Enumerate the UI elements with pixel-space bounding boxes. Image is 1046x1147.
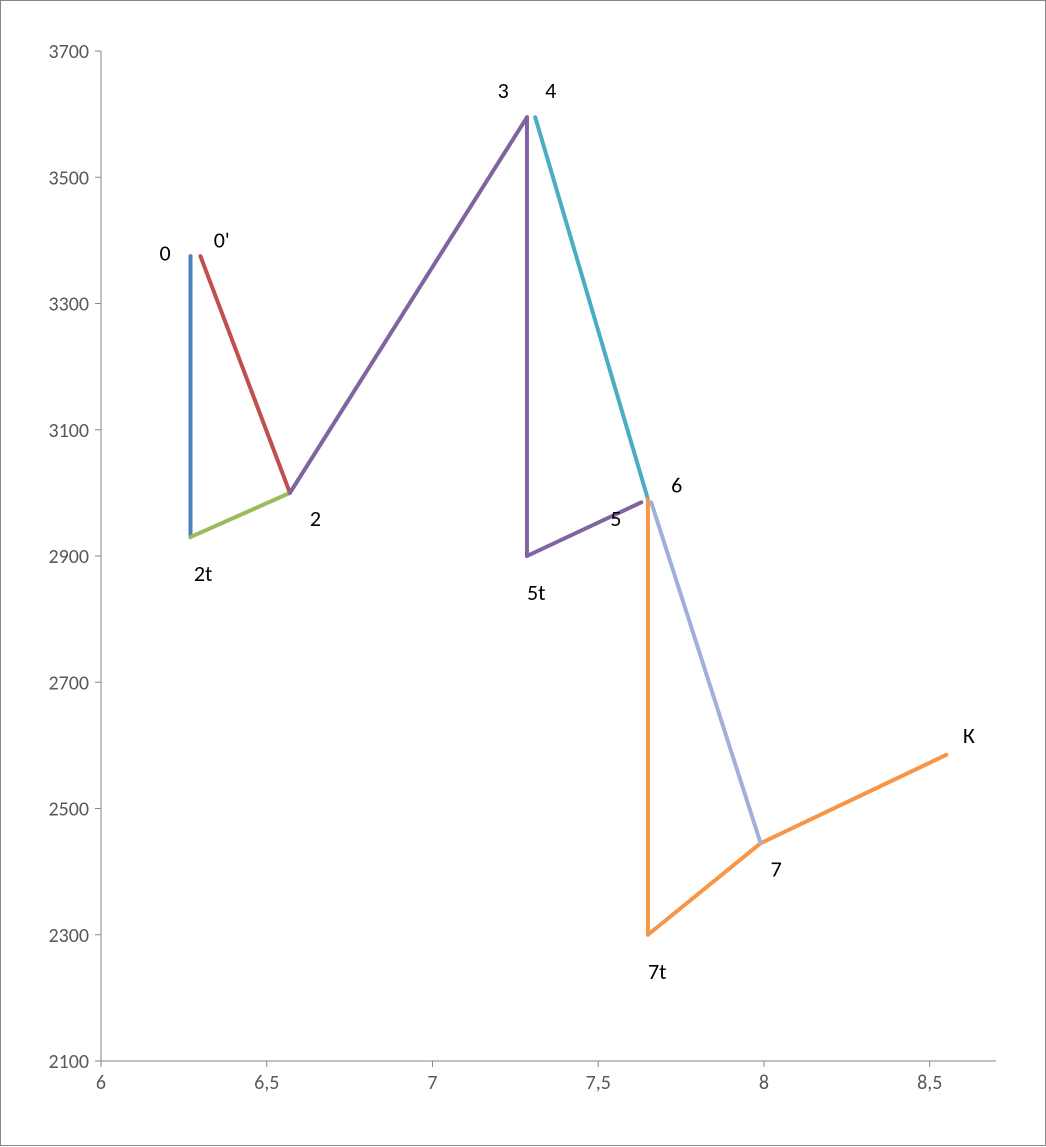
point-label: К: [963, 722, 975, 749]
seg-7-K: [761, 755, 947, 843]
point-label: 3: [498, 77, 509, 104]
y-tick-label: 2700: [48, 671, 89, 695]
point-label: 5t: [527, 579, 546, 606]
point-label: 7: [771, 855, 782, 882]
seg-7t-7: [648, 843, 761, 935]
x-tick-label: 8,5: [917, 1071, 942, 1095]
point-label: 2: [310, 505, 321, 532]
y-tick-label: 2300: [48, 924, 89, 948]
point-label: 7t: [648, 958, 667, 985]
x-tick-label: 6,5: [254, 1071, 279, 1095]
point-labels: 0 0' 2t 2 3 4 5t 5 6 7t 7 К: [159, 77, 974, 985]
point-label: 0: [159, 239, 170, 266]
point-label: 4: [545, 77, 556, 104]
chart-container: 2100 2300 2500 2700 2900 3100 3300 3500 3700 6 6,5…: [0, 0, 1046, 1146]
y-tick-label: 2500: [48, 798, 89, 822]
x-tick-label: 7,5: [586, 1071, 611, 1095]
y-tick-label: 2900: [48, 545, 89, 569]
y-tick-label: 3100: [48, 419, 89, 443]
point-label: 5: [610, 505, 621, 532]
x-tick-label: 8: [759, 1071, 769, 1095]
x-tick-label: 6: [96, 1071, 106, 1095]
x-ticks: 6 6,5 7 7,5 8 8,5: [96, 1061, 942, 1095]
y-ticks: 2100 2300 2500 2700 2900 3100 3300 3500 3700: [48, 40, 101, 1074]
point-label: 2t: [194, 560, 213, 587]
seg-0p-2: [200, 256, 290, 493]
axes: [101, 51, 996, 1061]
y-tick-label: 3300: [48, 293, 89, 317]
y-tick-label: 3500: [48, 166, 89, 190]
series: [191, 117, 947, 934]
seg-4-6: [535, 117, 648, 499]
seg-5t-5: [527, 502, 641, 556]
seg-2t-2: [191, 493, 290, 537]
point-label: 6: [671, 472, 682, 499]
x-tick-label: 7: [427, 1071, 437, 1095]
y-tick-label: 2100: [48, 1050, 89, 1074]
seg-2-3: [290, 117, 527, 493]
y-tick-label: 3700: [48, 40, 89, 64]
line-chart: 2100 2300 2500 2700 2900 3100 3300 3500 3700 6 6,5…: [1, 1, 1046, 1147]
seg-6-7: [651, 502, 760, 843]
point-label: 0': [214, 227, 230, 254]
